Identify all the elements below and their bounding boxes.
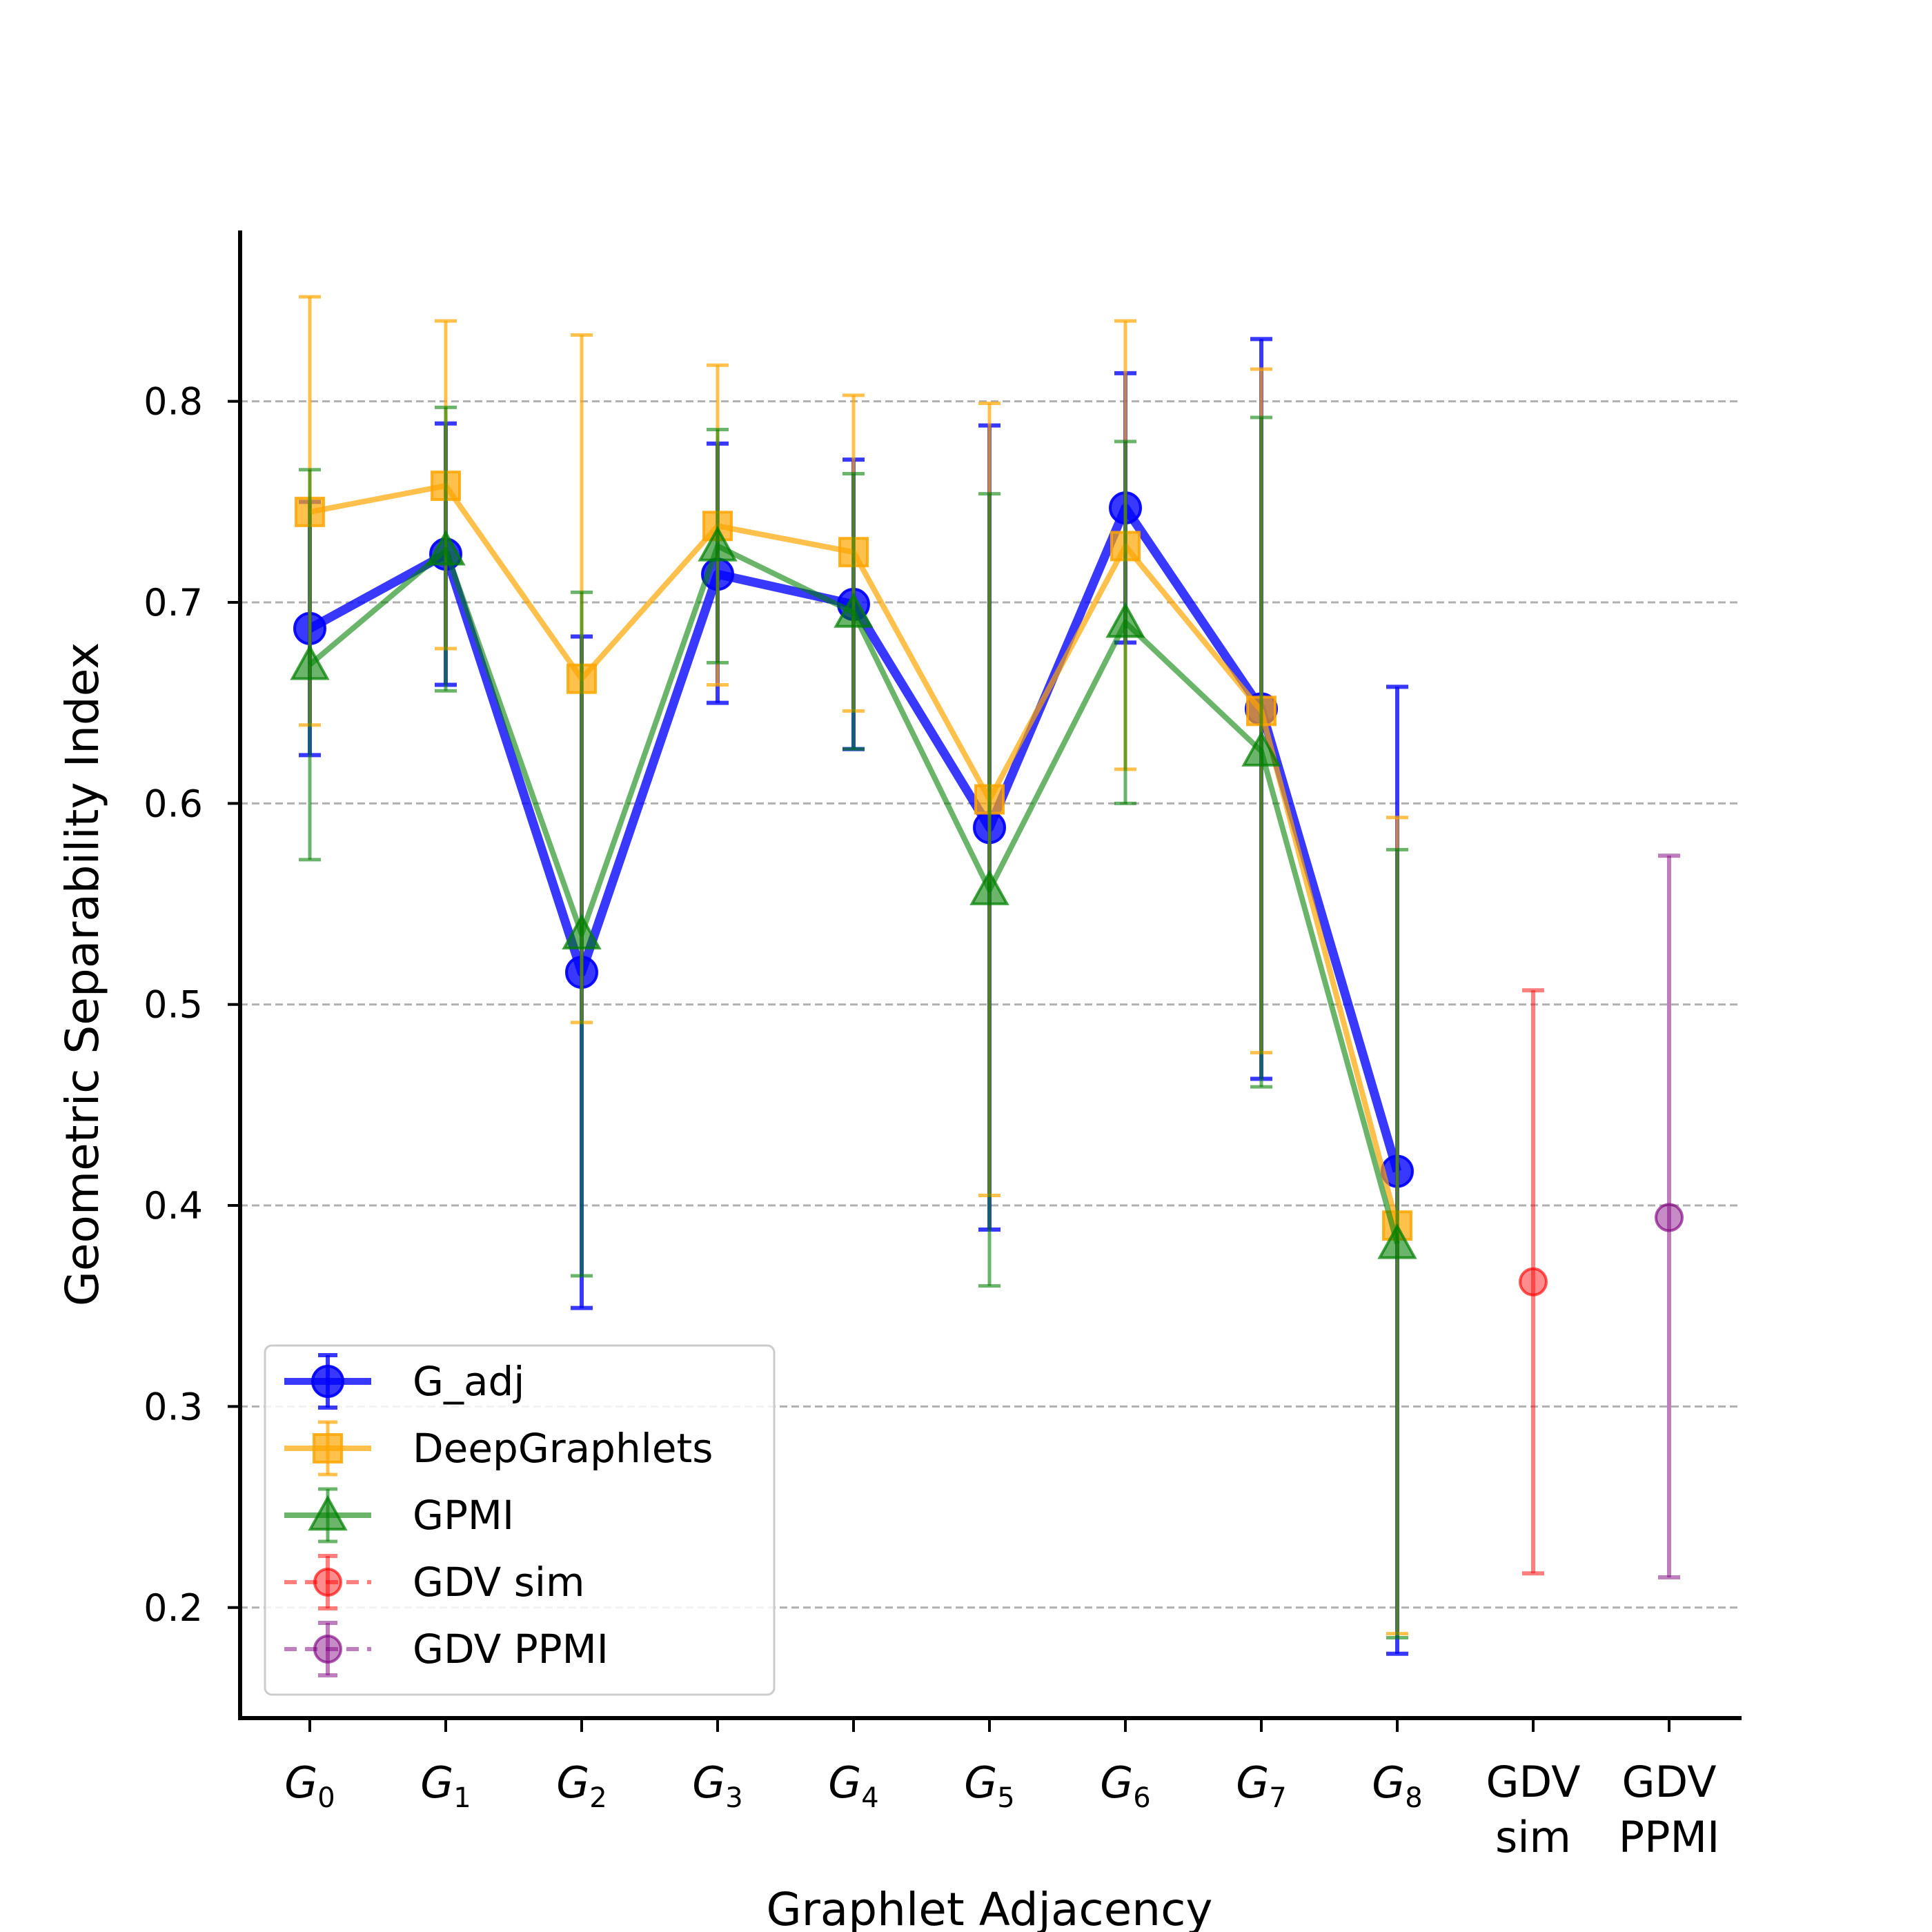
legend-entry: DeepGraphlets	[284, 1420, 713, 1477]
x-tick-label: G1	[420, 1757, 471, 1814]
data-point	[562, 914, 602, 949]
data-point	[698, 526, 738, 562]
y-tick-label: 0.6	[144, 782, 203, 825]
plot-series	[290, 295, 1684, 1656]
data-point	[1377, 1223, 1417, 1259]
legend-label: DeepGraphlets	[413, 1425, 713, 1472]
x-axis-label: Graphlet Adjacency	[767, 1883, 1213, 1932]
y-tick-label: 0.4	[144, 1184, 203, 1228]
error-bar	[1658, 854, 1680, 1580]
legend-entry: GPMI	[284, 1487, 514, 1544]
x-tick-label: G4	[828, 1757, 879, 1814]
data-point	[1241, 731, 1281, 767]
error-bar	[1522, 988, 1544, 1576]
x-tick-label: sim	[1495, 1812, 1571, 1862]
legend-label: GDV sim	[413, 1559, 585, 1606]
legend-label: GPMI	[413, 1492, 514, 1539]
data-point	[969, 869, 1009, 905]
legend-entry: G_adj	[284, 1353, 524, 1410]
data-point	[313, 1635, 342, 1664]
x-tick-label: G0	[284, 1757, 335, 1814]
x-tick-label: PPMI	[1619, 1812, 1720, 1862]
data-point	[834, 592, 874, 628]
data-point	[311, 1365, 344, 1398]
y-tick-label: 0.3	[144, 1385, 203, 1428]
legend-box	[264, 1344, 776, 1696]
data-point	[290, 644, 330, 680]
x-tick-label: GDV	[1486, 1757, 1580, 1807]
legend-entry: GDV PPMI	[284, 1621, 609, 1677]
y-tick-label: 0.2	[144, 1586, 203, 1630]
data-point	[426, 529, 466, 566]
legend-label: GDV PPMI	[413, 1626, 609, 1673]
legend-label: G_adj	[413, 1358, 524, 1405]
x-tick-label: G6	[1100, 1757, 1151, 1814]
y-ticks: 0.2 0.3 0.4 0.5 0.6 0.7 0.8	[144, 380, 240, 1630]
y-axis-label: Geometric Separability Index	[56, 642, 109, 1307]
data-point	[1655, 1203, 1684, 1232]
data-point	[1105, 602, 1145, 638]
legend: G_adj DeepGraphlets GPMI GDV sim GDV PPMI	[264, 1344, 776, 1696]
y-tick-label: 0.8	[144, 380, 203, 424]
legend-entry: GDV sim	[284, 1554, 585, 1610]
y-tick-label: 0.5	[144, 983, 203, 1027]
x-tick-label: GDV	[1621, 1757, 1716, 1807]
x-tick-label: G3	[692, 1757, 743, 1814]
x-tick-label: G8	[1372, 1757, 1423, 1814]
data-point	[313, 1568, 342, 1597]
x-tick-label: G7	[1236, 1757, 1287, 1814]
y-tick-label: 0.7	[144, 581, 203, 624]
data-point	[1519, 1267, 1548, 1297]
x-tick-label: G2	[556, 1757, 607, 1814]
x-tick-label: G5	[964, 1757, 1015, 1814]
data-point	[313, 1433, 343, 1463]
series-gdv-ppmi	[1655, 854, 1684, 1580]
series-gpmi	[290, 405, 1417, 1639]
series-gdv-sim	[1519, 988, 1548, 1576]
data-point	[308, 1495, 348, 1531]
